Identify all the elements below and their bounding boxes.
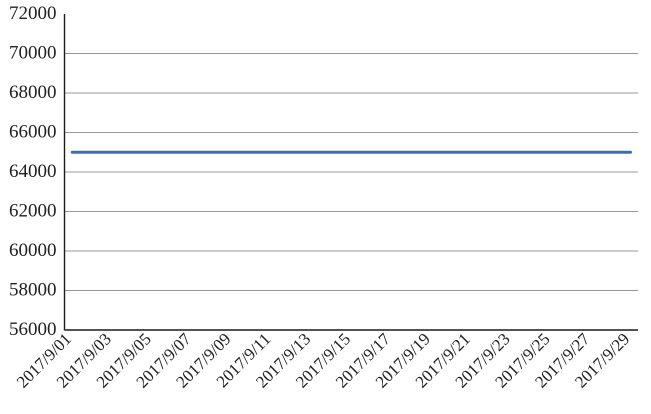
svg-text:72000: 72000 (9, 3, 57, 24)
svg-text:58000: 58000 (9, 280, 57, 301)
svg-text:60000: 60000 (9, 240, 57, 261)
svg-text:70000: 70000 (9, 43, 57, 64)
svg-text:56000: 56000 (9, 319, 57, 340)
svg-text:68000: 68000 (9, 82, 57, 103)
svg-text:62000: 62000 (9, 201, 57, 222)
svg-text:64000: 64000 (9, 161, 57, 182)
svg-text:66000: 66000 (9, 122, 57, 143)
